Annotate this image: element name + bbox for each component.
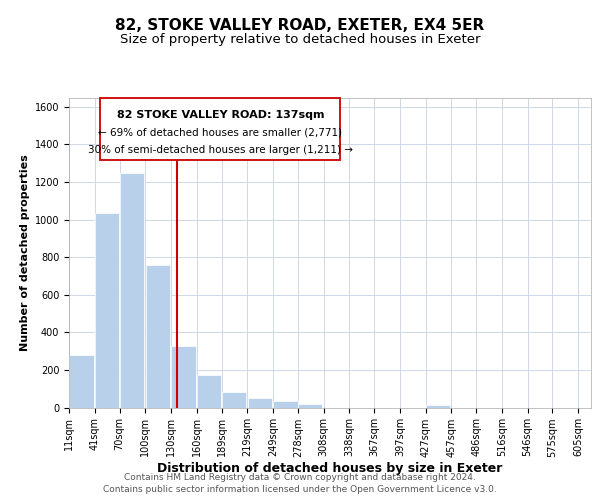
Text: ← 69% of detached houses are smaller (2,771): ← 69% of detached houses are smaller (2,… bbox=[98, 128, 343, 138]
Bar bbox=[120, 172, 144, 408]
Text: 82, STOKE VALLEY ROAD, EXETER, EX4 5ER: 82, STOKE VALLEY ROAD, EXETER, EX4 5ER bbox=[115, 18, 485, 32]
Bar bbox=[248, 398, 272, 407]
Bar bbox=[146, 264, 170, 408]
Text: 82 STOKE VALLEY ROAD: 137sqm: 82 STOKE VALLEY ROAD: 137sqm bbox=[116, 110, 324, 120]
Text: 30% of semi-detached houses are larger (1,211) →: 30% of semi-detached houses are larger (… bbox=[88, 146, 353, 156]
Text: Contains HM Land Registry data © Crown copyright and database right 2024.: Contains HM Land Registry data © Crown c… bbox=[124, 474, 476, 482]
Bar bbox=[298, 404, 322, 407]
Bar bbox=[426, 405, 450, 407]
Bar bbox=[222, 392, 246, 407]
X-axis label: Distribution of detached houses by size in Exeter: Distribution of detached houses by size … bbox=[157, 462, 503, 475]
Bar bbox=[274, 400, 298, 407]
Bar bbox=[197, 374, 221, 408]
Bar bbox=[70, 355, 94, 408]
Bar bbox=[172, 346, 196, 408]
FancyBboxPatch shape bbox=[100, 98, 340, 160]
Text: Contains public sector information licensed under the Open Government Licence v3: Contains public sector information licen… bbox=[103, 485, 497, 494]
Y-axis label: Number of detached properties: Number of detached properties bbox=[20, 154, 31, 351]
Bar bbox=[95, 213, 119, 408]
Text: Size of property relative to detached houses in Exeter: Size of property relative to detached ho… bbox=[120, 32, 480, 46]
